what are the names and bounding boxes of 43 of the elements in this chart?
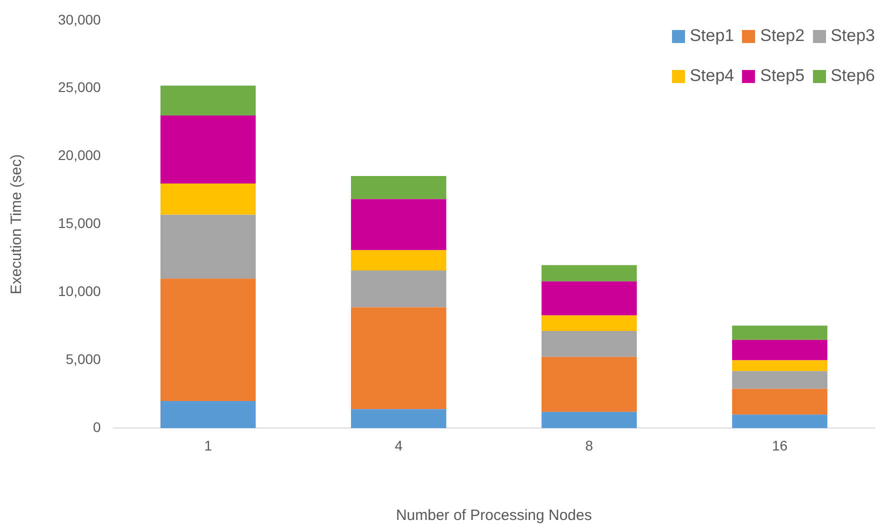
y-tick-label: 25,000 xyxy=(58,79,102,96)
y-axis-title: Execution Time (sec) xyxy=(8,154,26,294)
bar xyxy=(351,250,446,271)
legend-label: Step2 xyxy=(760,26,805,46)
bar xyxy=(160,401,256,428)
y-tick-label: 0 xyxy=(93,419,102,436)
bar xyxy=(351,307,446,410)
y-tick-label: 20,000 xyxy=(58,147,102,164)
bar xyxy=(351,409,446,428)
legend-label: Step4 xyxy=(690,66,734,86)
bar xyxy=(542,315,637,332)
x-tick-label: 1 xyxy=(204,437,212,454)
x-tick-label: 8 xyxy=(585,437,594,454)
bar xyxy=(732,371,828,389)
bar xyxy=(160,214,256,279)
bar xyxy=(732,414,828,428)
bar xyxy=(542,281,637,316)
bar xyxy=(732,388,828,415)
bar xyxy=(732,326,828,340)
legend-label: Step6 xyxy=(830,66,875,86)
x-axis-title: Number of Processing Nodes xyxy=(396,507,592,524)
y-tick-label: 30,000 xyxy=(58,11,102,28)
legend-label: Step1 xyxy=(690,26,734,46)
bar xyxy=(351,199,446,250)
bar xyxy=(542,331,637,357)
bar xyxy=(542,412,637,428)
bar xyxy=(542,265,637,282)
legend-label: Step5 xyxy=(760,66,805,86)
bar xyxy=(542,356,637,412)
x-tick-label: 4 xyxy=(394,437,403,454)
bar xyxy=(732,360,828,372)
bar xyxy=(160,184,256,215)
bar xyxy=(351,176,446,200)
y-tick-label: 15,000 xyxy=(58,215,102,232)
legend-label: Step3 xyxy=(830,26,875,46)
bar xyxy=(160,116,256,184)
y-tick-label: 5,000 xyxy=(66,351,102,368)
y-tick-label: 10,000 xyxy=(58,283,102,300)
bar xyxy=(160,86,256,116)
bar xyxy=(351,270,446,308)
x-tick-label: 16 xyxy=(772,437,788,454)
bar xyxy=(732,340,828,360)
bar xyxy=(160,278,256,402)
